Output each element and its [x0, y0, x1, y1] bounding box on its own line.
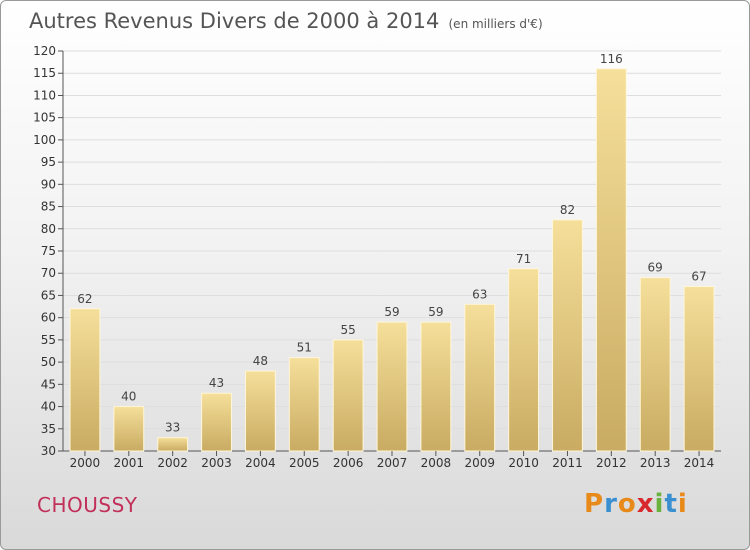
data-label-2009: 63	[472, 287, 487, 301]
data-label-2001: 40	[121, 390, 136, 404]
bar-2009	[464, 303, 496, 452]
logo-letter: x	[636, 489, 655, 519]
y-tick-label: 75	[41, 244, 56, 258]
bar-2008	[420, 321, 452, 452]
x-tick-label-2013: 2013	[640, 456, 671, 470]
chart-title-block: Autres Revenus Divers de 2000 à 2014 (en…	[29, 9, 543, 33]
data-label-2014: 67	[691, 270, 706, 284]
bar-2013	[639, 277, 671, 452]
y-tick-label: 80	[41, 222, 56, 236]
bar-2002	[157, 437, 189, 452]
y-tick-label: 65	[41, 288, 56, 302]
chart-title: Autres Revenus Divers de 2000 à 2014	[29, 9, 440, 33]
data-labels: 62 40 33 43 48 51 55 59 59 63 71 82 116 69 67	[77, 52, 706, 435]
bar-2004	[244, 370, 276, 452]
bar-2012	[595, 68, 627, 452]
x-tick-label-2012: 2012	[596, 456, 627, 470]
data-label-2011: 82	[560, 203, 575, 217]
bar-2014	[683, 286, 715, 452]
proxiti-logo[interactable]: Proxiti	[584, 489, 688, 519]
data-label-2007: 59	[384, 305, 399, 319]
bar-2005	[288, 357, 320, 452]
data-label-2008: 59	[428, 305, 443, 319]
y-tick-label: 115	[33, 66, 56, 80]
y-tick-label: 40	[41, 400, 56, 414]
x-tick-label-2010: 2010	[508, 456, 539, 470]
x-tick-label-2006: 2006	[333, 456, 364, 470]
data-label-2002: 33	[165, 421, 180, 435]
y-tick-label: 120	[33, 44, 56, 58]
logo-letter: P	[584, 489, 605, 519]
y-tick-label: 90	[41, 177, 56, 191]
data-label-2003: 43	[209, 376, 224, 390]
y-tick-label: 45	[41, 377, 56, 391]
x-tick-label-2014: 2014	[684, 456, 715, 470]
y-tick-labels: 30 35 40 45 50 55 60 65 70 75 80 85 90 95 100 105 110 115…	[33, 44, 63, 458]
chart-subtitle: (en milliers d'€)	[448, 17, 543, 31]
commune-name: CHOUSSY	[37, 493, 138, 517]
y-tick-label: 55	[41, 333, 56, 347]
data-label-2006: 55	[340, 323, 355, 337]
data-label-2004: 48	[253, 354, 268, 368]
bar-2000	[69, 308, 101, 452]
x-tick-label-2001: 2001	[114, 456, 145, 470]
y-tick-label: 70	[41, 266, 56, 280]
bar-2006	[332, 339, 364, 452]
y-tick-label: 105	[33, 111, 56, 125]
y-tick-label: 85	[41, 200, 56, 214]
data-label-2005: 51	[297, 341, 312, 355]
x-tick-label-2002: 2002	[157, 456, 188, 470]
y-tick-label: 95	[41, 155, 56, 169]
x-tick-label-2000: 2000	[70, 456, 101, 470]
x-tick-label-2011: 2011	[552, 456, 583, 470]
logo-letter: o	[617, 489, 637, 519]
data-label-2000: 62	[77, 292, 92, 306]
x-tick-label-2004: 2004	[245, 456, 276, 470]
y-tick-label: 110	[33, 88, 56, 102]
y-tick-label: 60	[41, 311, 56, 325]
bar-2010	[508, 268, 540, 452]
x-tick-label-2009: 2009	[464, 456, 495, 470]
data-label-2012: 116	[600, 52, 623, 66]
bar-2007	[376, 321, 408, 452]
bar-2003	[201, 392, 232, 452]
x-tick-label-2007: 2007	[377, 456, 408, 470]
y-tick-label: 30	[41, 444, 56, 458]
data-label-2010: 71	[516, 252, 531, 266]
bars	[69, 68, 715, 452]
logo-letter: i	[654, 489, 665, 519]
y-tick-label: 50	[41, 355, 56, 369]
x-tick-label-2008: 2008	[421, 456, 452, 470]
logo-letter: t	[664, 489, 678, 519]
logo-letter: i	[677, 489, 688, 519]
x-tick-label-2005: 2005	[289, 456, 320, 470]
x-tick-label-2003: 2003	[201, 456, 232, 470]
bar-2011	[552, 219, 583, 452]
y-tick-label: 100	[33, 133, 56, 147]
data-label-2013: 69	[648, 261, 663, 275]
y-tick-label: 35	[41, 422, 56, 436]
logo-letter: r	[604, 489, 618, 519]
bar-2001	[113, 406, 145, 452]
x-tick-labels: 2000 2001 2002 2003 2004 2005 2006 2007 2008 2009…	[70, 451, 715, 470]
